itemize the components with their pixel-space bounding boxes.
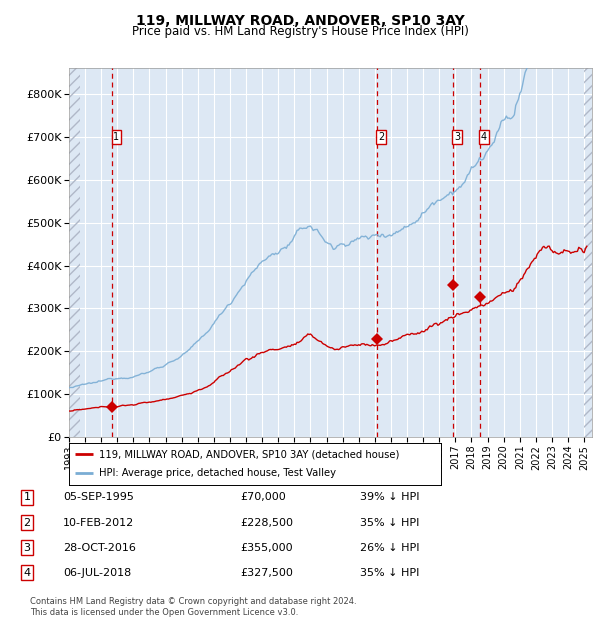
Text: 119, MILLWAY ROAD, ANDOVER, SP10 3AY: 119, MILLWAY ROAD, ANDOVER, SP10 3AY: [136, 14, 464, 28]
Text: 4: 4: [23, 568, 31, 578]
Text: 26% ↓ HPI: 26% ↓ HPI: [360, 542, 419, 552]
Bar: [584, 68, 592, 437]
Text: 10-FEB-2012: 10-FEB-2012: [63, 518, 134, 528]
Text: 2: 2: [23, 518, 31, 528]
Text: 2: 2: [378, 132, 384, 142]
Text: HPI: Average price, detached house, Test Valley: HPI: Average price, detached house, Test…: [99, 469, 336, 479]
Text: 3: 3: [23, 542, 31, 552]
Text: £355,000: £355,000: [240, 542, 293, 552]
Bar: [69, 68, 80, 437]
Text: 35% ↓ HPI: 35% ↓ HPI: [360, 568, 419, 578]
Text: Price paid vs. HM Land Registry's House Price Index (HPI): Price paid vs. HM Land Registry's House …: [131, 25, 469, 38]
Text: 119, MILLWAY ROAD, ANDOVER, SP10 3AY (detached house): 119, MILLWAY ROAD, ANDOVER, SP10 3AY (de…: [99, 449, 399, 459]
Text: 05-SEP-1995: 05-SEP-1995: [63, 492, 134, 502]
Text: 3: 3: [454, 132, 460, 142]
Text: £327,500: £327,500: [240, 568, 293, 578]
Text: 35% ↓ HPI: 35% ↓ HPI: [360, 518, 419, 528]
Text: 06-JUL-2018: 06-JUL-2018: [63, 568, 131, 578]
Text: 1: 1: [23, 492, 31, 502]
Text: 39% ↓ HPI: 39% ↓ HPI: [360, 492, 419, 502]
Text: 4: 4: [481, 132, 487, 142]
Text: 1: 1: [113, 132, 119, 142]
Text: £228,500: £228,500: [240, 518, 293, 528]
Text: Contains HM Land Registry data © Crown copyright and database right 2024.
This d: Contains HM Land Registry data © Crown c…: [30, 598, 356, 617]
Text: £70,000: £70,000: [240, 492, 286, 502]
Text: 28-OCT-2016: 28-OCT-2016: [63, 542, 136, 552]
